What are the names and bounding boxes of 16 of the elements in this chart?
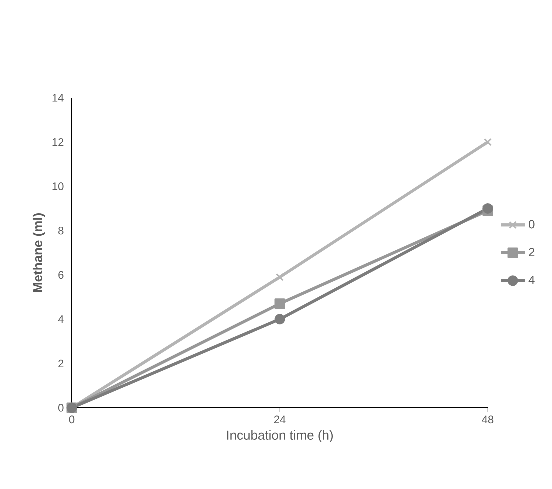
y-tick-label: 10: [52, 182, 64, 190]
x-axis-title: Incubation time (h): [227, 430, 334, 443]
legend-label: 0: [528, 220, 535, 229]
x-tick-label: 48: [482, 416, 494, 424]
x-tick-label: 24: [274, 416, 286, 424]
y-tick-label: 14: [52, 94, 64, 102]
legend-label: 4: [528, 276, 535, 284]
y-tick-label: 4: [58, 316, 64, 324]
y-tick-label: 2: [58, 360, 64, 368]
x-tick-label: 0: [69, 416, 75, 424]
y-tick-label: 0: [58, 404, 64, 412]
y-tick-label: 12: [52, 138, 64, 146]
y-tick-label: 8: [58, 226, 64, 235]
legend-label: 2: [529, 248, 535, 256]
y-tick-label: 6: [58, 271, 64, 280]
y-axis-title: Methane (ml): [32, 214, 46, 292]
